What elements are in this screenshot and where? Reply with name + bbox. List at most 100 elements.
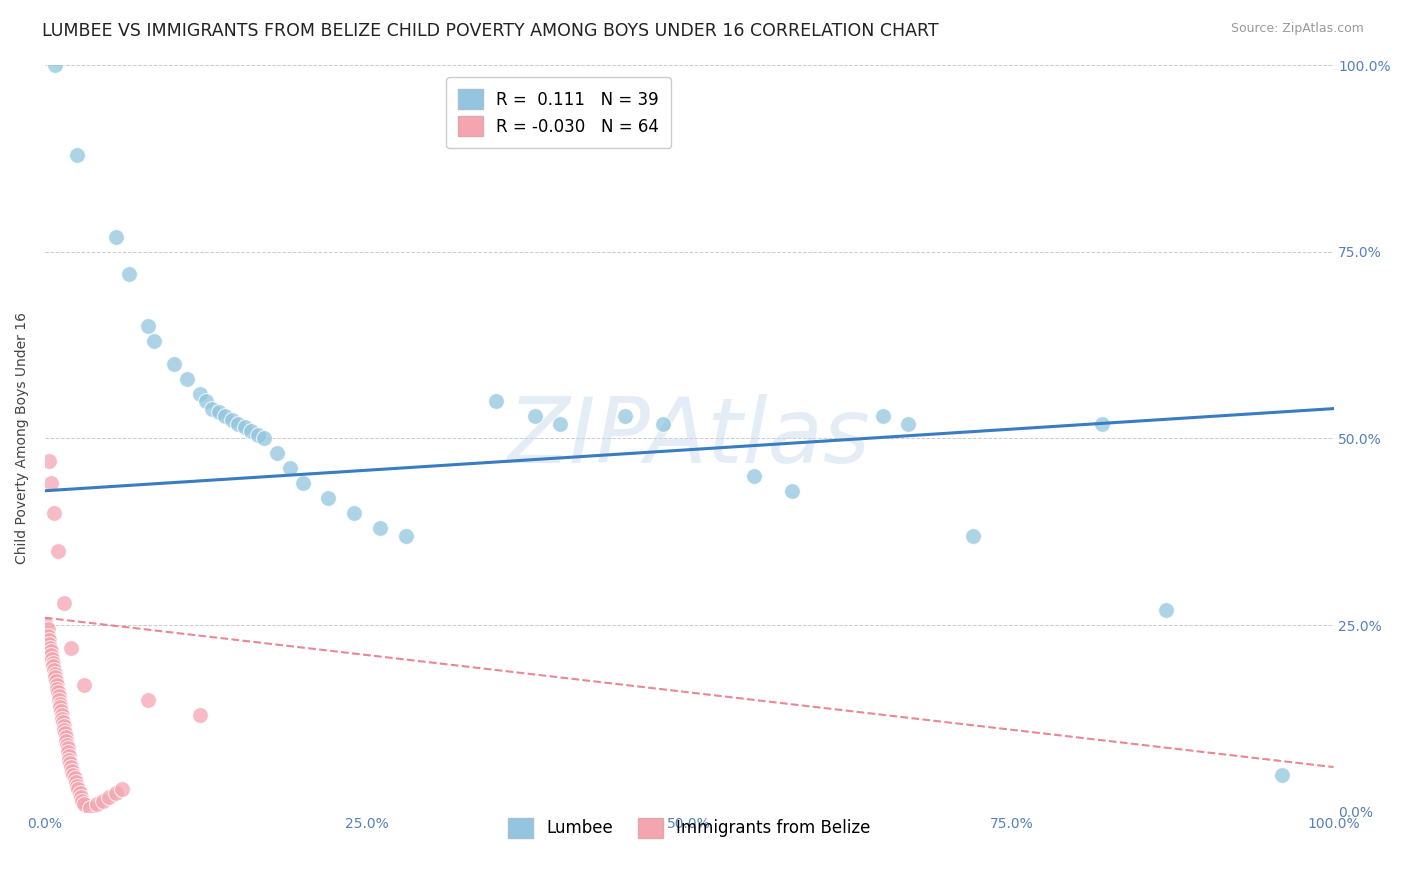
Point [46,681,69,696]
Point [59,640,82,655]
Point [66,779,89,793]
Point [44,58,66,72]
Point [46,543,69,558]
Point [44,670,66,684]
Point [49,697,72,711]
Point [523,409,546,423]
Point [65,775,87,789]
Point [98,789,121,804]
Point [42,663,65,677]
Point [104,230,127,244]
Point [56,745,79,759]
Point [343,506,366,520]
Point [613,409,636,423]
Point [42,659,65,673]
Point [1154,603,1177,617]
Point [742,468,765,483]
Point [368,521,391,535]
Point [51,707,73,722]
Point [35,618,58,632]
Point [58,753,80,767]
Point [41,656,63,670]
Point [143,334,166,349]
Point [318,491,340,506]
Point [104,786,127,800]
Point [49,700,72,714]
Point [86,797,108,812]
Point [897,417,920,431]
Point [246,427,269,442]
Point [39,640,62,655]
Y-axis label: Child Poverty Among Boys Under 16: Child Poverty Among Boys Under 16 [15,312,30,565]
Point [38,637,60,651]
Point [37,622,59,636]
Point [195,394,218,409]
Point [48,689,70,703]
Point [652,417,675,431]
Point [266,446,288,460]
Point [56,741,79,756]
Point [52,715,75,730]
Point [45,678,67,692]
Point [485,394,508,409]
Point [58,748,80,763]
Point [782,483,804,498]
Point [38,454,60,468]
Point [37,629,59,643]
Point [53,726,76,740]
Point [35,625,58,640]
Point [66,147,89,161]
Point [395,528,418,542]
Point [39,644,62,658]
Point [44,666,66,681]
Point [53,596,76,610]
Point [59,756,82,771]
Point [201,401,224,416]
Legend: Lumbee, Immigrants from Belize: Lumbee, Immigrants from Belize [501,811,877,845]
Point [136,693,159,707]
Point [55,734,77,748]
Point [69,786,91,800]
Point [72,797,94,812]
Text: ZIPAtlas: ZIPAtlas [508,394,870,483]
Point [63,772,86,786]
Point [41,652,63,666]
Point [1090,417,1112,431]
Point [118,267,141,281]
Point [291,476,314,491]
Point [163,357,186,371]
Point [72,678,94,692]
Point [48,693,70,707]
Point [56,738,79,752]
Point [67,782,90,797]
Point [41,476,63,491]
Text: Source: ZipAtlas.com: Source: ZipAtlas.com [1230,22,1364,36]
Point [240,424,263,438]
Point [188,707,211,722]
Point [253,432,276,446]
Point [208,405,231,419]
Point [45,674,67,689]
Point [91,794,114,808]
Point [278,461,301,475]
Point [53,723,76,737]
Point [51,712,73,726]
Point [62,767,84,781]
Point [221,413,243,427]
Point [550,417,572,431]
Point [872,409,894,423]
Point [233,420,256,434]
Point [962,528,984,542]
Point [38,633,60,648]
Point [72,794,94,808]
Point [111,782,134,797]
Point [42,506,65,520]
Point [70,789,93,804]
Point [226,417,249,431]
Point [49,704,72,718]
Point [214,409,236,423]
Point [46,685,69,699]
Point [79,801,101,815]
Point [176,372,198,386]
Point [60,764,83,778]
